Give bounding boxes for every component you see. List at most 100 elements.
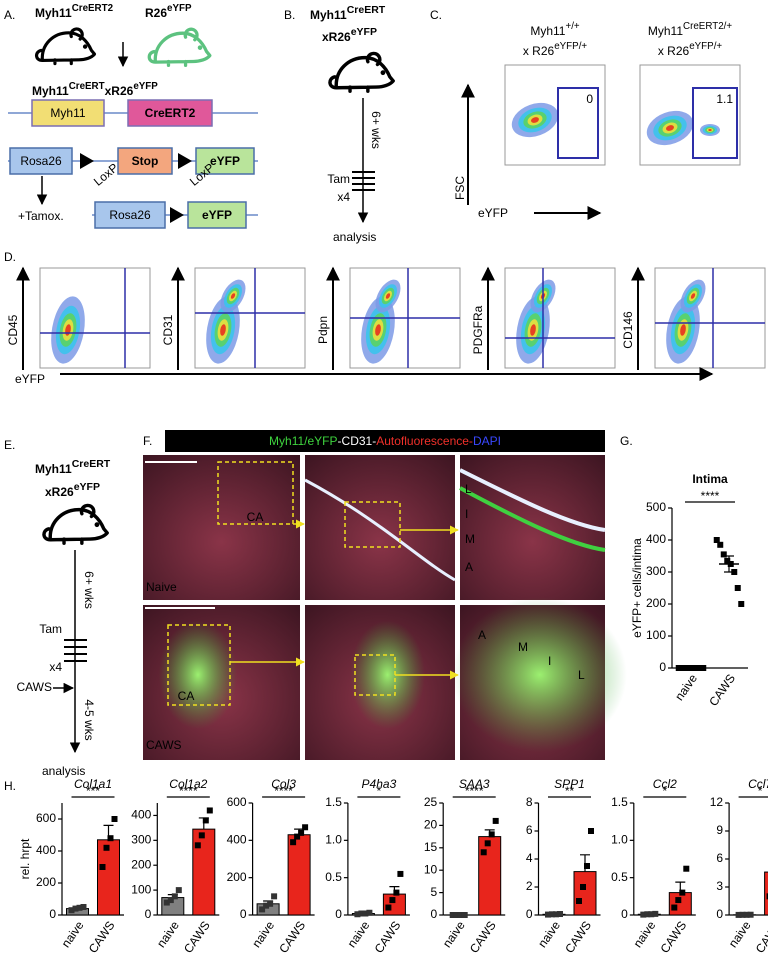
label: 6+ wks: [82, 571, 96, 609]
stain-legend: Myh11/eYFP-CD31-Autofluorescence-DAPI: [269, 434, 501, 448]
data-point: [557, 911, 563, 918]
data-point: [80, 904, 87, 910]
data-point: [545, 911, 551, 918]
layer-label: A: [465, 560, 473, 574]
data-point: [302, 824, 309, 831]
data-point: [580, 884, 586, 890]
superscript: +/+: [565, 21, 579, 32]
data-point: [354, 911, 361, 918]
marker-label: CD146: [621, 311, 635, 349]
data-point: [294, 833, 301, 840]
flow-density: [708, 128, 712, 132]
data-point: [389, 897, 396, 904]
gate-value: 0: [586, 92, 593, 106]
micrograph: [143, 455, 300, 600]
stain-header: [165, 430, 605, 452]
chart-title: SAA3: [459, 777, 490, 791]
x-tick-label: naive: [154, 918, 182, 950]
data-point: [739, 911, 746, 918]
genotype-label: x R26eYFP/+: [523, 41, 588, 59]
chart-title: SPP1: [554, 777, 585, 791]
x-tick-label: naive: [440, 918, 468, 950]
data-point: [735, 911, 742, 918]
text-part: xR26: [45, 485, 74, 499]
superscript: CreERT: [347, 4, 386, 16]
y-tick-label: 300: [131, 833, 151, 847]
data-point: [766, 893, 768, 900]
significance: ****: [701, 489, 720, 503]
data-point: [198, 832, 205, 839]
text-part: Myh11: [530, 24, 565, 38]
text-part: xR26: [322, 30, 351, 44]
data-point: [271, 893, 278, 900]
x-tick-label: CAWS: [706, 672, 738, 709]
text-part: Myh11: [35, 462, 72, 476]
gene-label: CreERT2: [145, 106, 196, 120]
gene-box: [127, 99, 213, 127]
data-point: [366, 909, 373, 916]
data-point: [259, 906, 266, 913]
data-point: [683, 865, 690, 872]
significance: ***: [86, 784, 100, 798]
label: eYFP: [478, 206, 508, 220]
gate: [692, 87, 738, 159]
data-point: [734, 585, 741, 591]
flow-density: [220, 324, 226, 336]
label: FSC: [453, 176, 467, 200]
data-point: [167, 897, 174, 904]
gene-box: [31, 99, 105, 127]
label: analysis: [42, 764, 85, 778]
loxp-label: LoxP: [91, 160, 121, 188]
layer-label: I: [465, 507, 468, 521]
y-tick-label: 6: [526, 823, 533, 837]
y-tick-label: 9: [716, 823, 723, 837]
data-point: [107, 835, 114, 842]
y-tick-label: 0: [145, 907, 152, 921]
loxp-site: [170, 207, 184, 223]
gene-label: eYFP: [202, 208, 232, 222]
loxp-site: [80, 153, 94, 169]
data-point: [644, 911, 651, 918]
text-part: Myh11: [35, 6, 72, 20]
stain-name: Myh11/eYFP: [269, 434, 337, 448]
x-tick-label: CAWS: [753, 919, 768, 956]
x-tick-label: naive: [59, 918, 87, 950]
text-part: Myh11: [648, 24, 683, 38]
superscript: eYFP: [133, 81, 158, 92]
panel-label: D.: [4, 250, 16, 264]
data-point: [724, 557, 731, 564]
superscript: eYFP: [351, 26, 377, 38]
significance: ****: [465, 784, 484, 798]
y-tick-label: 0: [431, 907, 438, 921]
marker-label: PDGFRa: [471, 305, 485, 354]
data-point: [576, 898, 582, 904]
data-point: [720, 551, 727, 558]
panel-label: G.: [620, 434, 633, 448]
chart-title: Intima: [692, 472, 728, 486]
eyfp-signal: [350, 620, 425, 729]
data-point: [689, 665, 696, 671]
y-tick-label: 200: [227, 870, 247, 884]
data-point: [679, 889, 686, 896]
data-point: [671, 904, 678, 911]
y-tick-label: 0.5: [325, 870, 342, 884]
marker-label: Pdpn: [316, 316, 330, 344]
chart-title: Col1a1: [74, 777, 112, 791]
data-point: [397, 870, 404, 877]
panel-label: C.: [430, 8, 442, 22]
text-part: xR26: [105, 84, 134, 98]
eyfp-signal: [158, 620, 238, 729]
zoom-box: [167, 624, 231, 706]
flow-density: [375, 324, 381, 336]
superscript: eYFP/+: [554, 41, 587, 52]
text-part: Myh11: [32, 84, 69, 98]
chart-title: Col3: [271, 777, 296, 791]
data-point: [588, 828, 594, 834]
significance: ****: [179, 784, 198, 798]
data-point: [358, 910, 365, 917]
y-tick-label: 0.5: [611, 870, 628, 884]
y-tick-label: 1.5: [611, 795, 628, 809]
data-point: [747, 911, 754, 918]
data-point: [584, 863, 590, 869]
y-tick-label: 2: [526, 879, 533, 893]
